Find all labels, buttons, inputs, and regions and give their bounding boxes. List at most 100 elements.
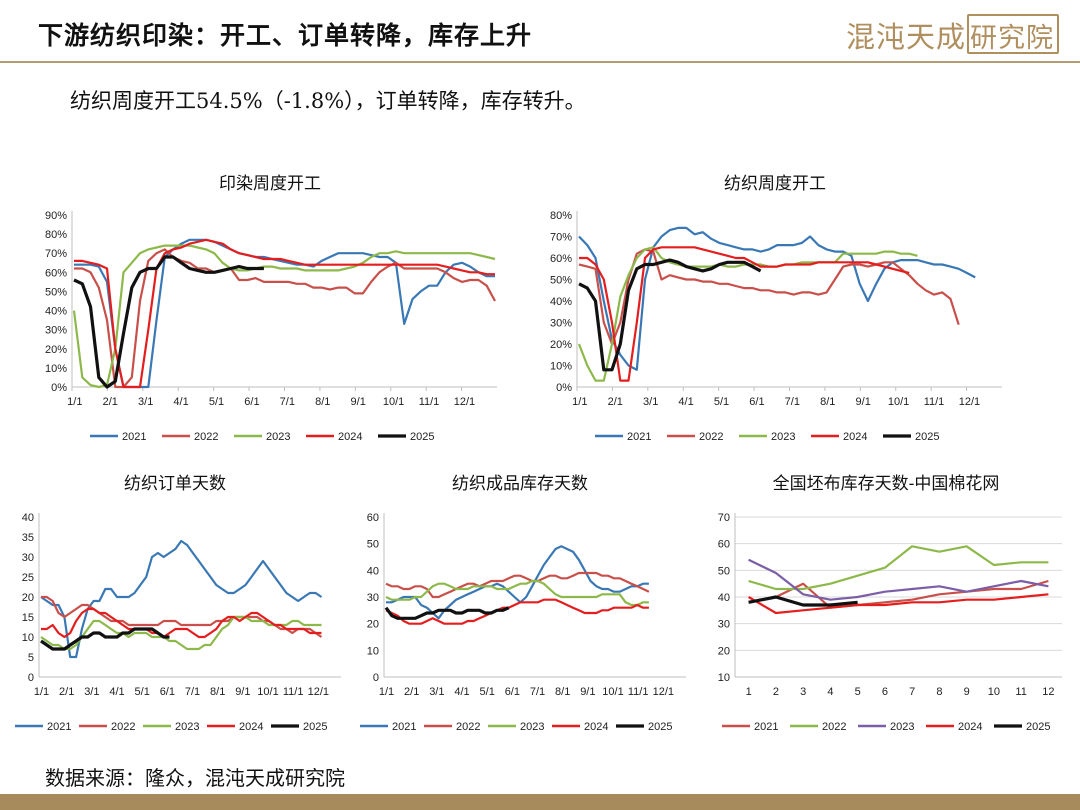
y-tick-label: 40 — [22, 512, 34, 524]
y-tick-label: 70 — [718, 512, 730, 524]
x-tick-label: 11/1 — [628, 686, 649, 698]
y-tick-label: 40 — [367, 565, 379, 577]
y-tick-label: 30% — [45, 325, 67, 337]
chart-dyeing-weekly-operating-rate: 印染周度开工 0% 10% 20% 30% 40% 50% 60% 70% 80% 90% 1/1 2/… — [45, 174, 497, 443]
logo-box — [967, 14, 1059, 54]
x-tick-label: 7/1 — [530, 686, 545, 698]
x-tick-label: 7/1 — [785, 396, 800, 408]
x-tick-label: 12/1 — [653, 686, 674, 698]
series-line-2021 — [748, 579, 1049, 609]
legend-label-2025: 2025 — [303, 721, 327, 733]
y-tick-label: 0% — [51, 382, 67, 394]
legend-label-2023: 2023 — [771, 431, 795, 443]
x-tick-label: 1 — [746, 686, 752, 698]
series-line-2022 — [748, 545, 1049, 591]
x-tick-label: 8/1 — [210, 686, 225, 698]
footer-bar — [0, 794, 1080, 810]
series-line-2025 — [578, 258, 762, 372]
y-tick-label: 0% — [556, 382, 572, 394]
x-tick-label: 2/1 — [608, 396, 623, 408]
y-tick-label: 20% — [550, 339, 572, 351]
y-tick-label: 50% — [45, 286, 67, 298]
page-title: 下游纺织印染：开工、订单转降，库存上升 — [38, 21, 533, 50]
y-tick-label: 90% — [45, 210, 67, 222]
y-tick-label: 0 — [28, 672, 34, 684]
chart-title: 全国坯布库存天数-中国棉花网 — [773, 474, 1000, 494]
x-tick-label: 3/1 — [429, 686, 444, 698]
legend-label-2025: 2025 — [1026, 721, 1050, 733]
x-tick-label: 11 — [1015, 686, 1026, 698]
series-line-2024 — [748, 593, 1049, 615]
series-line-2025 — [748, 595, 858, 607]
x-tick-label: 1/1 — [67, 396, 82, 408]
series-line-2023 — [72, 244, 496, 389]
x-tick-label: 11/1 — [924, 396, 945, 408]
x-tick-label: 8/1 — [555, 686, 570, 698]
x-tick-label: 6/1 — [244, 396, 259, 408]
series-line-2024 — [74, 238, 495, 389]
x-tick-label: 9/1 — [235, 686, 250, 698]
x-tick-label: 5/1 — [714, 396, 729, 408]
y-tick-label: 5 — [28, 652, 34, 664]
y-tick-label: 80% — [550, 210, 572, 222]
x-tick-label: 4/1 — [173, 396, 188, 408]
legend-label-2021: 2021 — [122, 431, 146, 443]
data-source: 数据来源：隆众，混沌天成研究院 — [45, 766, 345, 790]
x-tick-label: 10/1 — [383, 396, 404, 408]
y-tick-label: 30% — [550, 318, 572, 330]
chart-title: 纺织周度开工 — [724, 174, 826, 194]
legend-label-2025: 2025 — [410, 431, 434, 443]
series-line-2023 — [748, 558, 1049, 601]
series-line-2024 — [41, 607, 322, 639]
x-tick-label: 11/1 — [283, 686, 304, 698]
x-tick-label: 12/1 — [959, 396, 980, 408]
x-tick-label: 8/1 — [315, 396, 330, 408]
legend-label-2022: 2022 — [111, 721, 135, 733]
legend-label-2025: 2025 — [648, 721, 672, 733]
y-tick-label: 10% — [550, 361, 572, 373]
y-tick-label: 20 — [367, 619, 379, 631]
x-tick-label: 6/1 — [160, 686, 175, 698]
series-line-2024 — [385, 598, 649, 625]
series-line-2024 — [579, 246, 910, 382]
x-tick-label: 10/1 — [602, 686, 623, 698]
y-tick-label: 70% — [550, 232, 572, 244]
x-tick-label: 2 — [773, 686, 779, 698]
summary-text: 纺织周度开工54.5%（-1.8%），订单转降，库存转升。 — [70, 89, 586, 113]
legend-label-2021: 2021 — [754, 721, 778, 733]
y-tick-label: 10 — [718, 672, 730, 684]
y-tick-label: 40% — [550, 296, 572, 308]
legend-label-2021: 2021 — [392, 721, 416, 733]
chart-title: 印染周度开工 — [219, 174, 321, 194]
brand-logo: 混沌天成 研究院 — [846, 14, 1059, 54]
series-line-2021 — [40, 539, 323, 659]
y-tick-label: 60 — [718, 539, 730, 551]
series-line-2021 — [578, 226, 976, 371]
x-tick-label: 5/1 — [135, 686, 150, 698]
y-tick-label: 50 — [367, 539, 379, 551]
legend-label-2025: 2025 — [915, 431, 939, 443]
y-tick-label: 60 — [367, 512, 379, 524]
x-tick-label: 5 — [855, 686, 861, 698]
series-line-2025 — [73, 255, 264, 389]
y-tick-label: 15 — [22, 612, 34, 624]
x-tick-label: 8 — [936, 686, 942, 698]
y-tick-label: 80% — [45, 229, 67, 241]
x-tick-label: 9 — [964, 686, 970, 698]
chart-title: 纺织订单天数 — [124, 474, 226, 494]
series-line-2021 — [386, 545, 649, 620]
x-tick-label: 5/1 — [480, 686, 495, 698]
logo-text: 混沌天成 — [846, 20, 967, 54]
y-tick-label: 70% — [45, 248, 67, 260]
x-tick-label: 7 — [909, 686, 915, 698]
y-tick-label: 40% — [45, 306, 67, 318]
y-tick-label: 30 — [367, 592, 379, 604]
chart-textile-weekly-operating-rate: 纺织周度开工 0% 10% 20% 30% 40% 50% 60% 70% 80% 1/1 2/1 3/… — [550, 174, 1002, 443]
y-tick-label: 30 — [718, 619, 730, 631]
legend-label-2023: 2023 — [175, 721, 199, 733]
chart-title: 纺织成品库存天数 — [452, 474, 588, 494]
y-tick-label: 50% — [550, 275, 572, 287]
x-tick-label: 9/1 — [856, 396, 871, 408]
x-tick-label: 1/1 — [34, 686, 49, 698]
